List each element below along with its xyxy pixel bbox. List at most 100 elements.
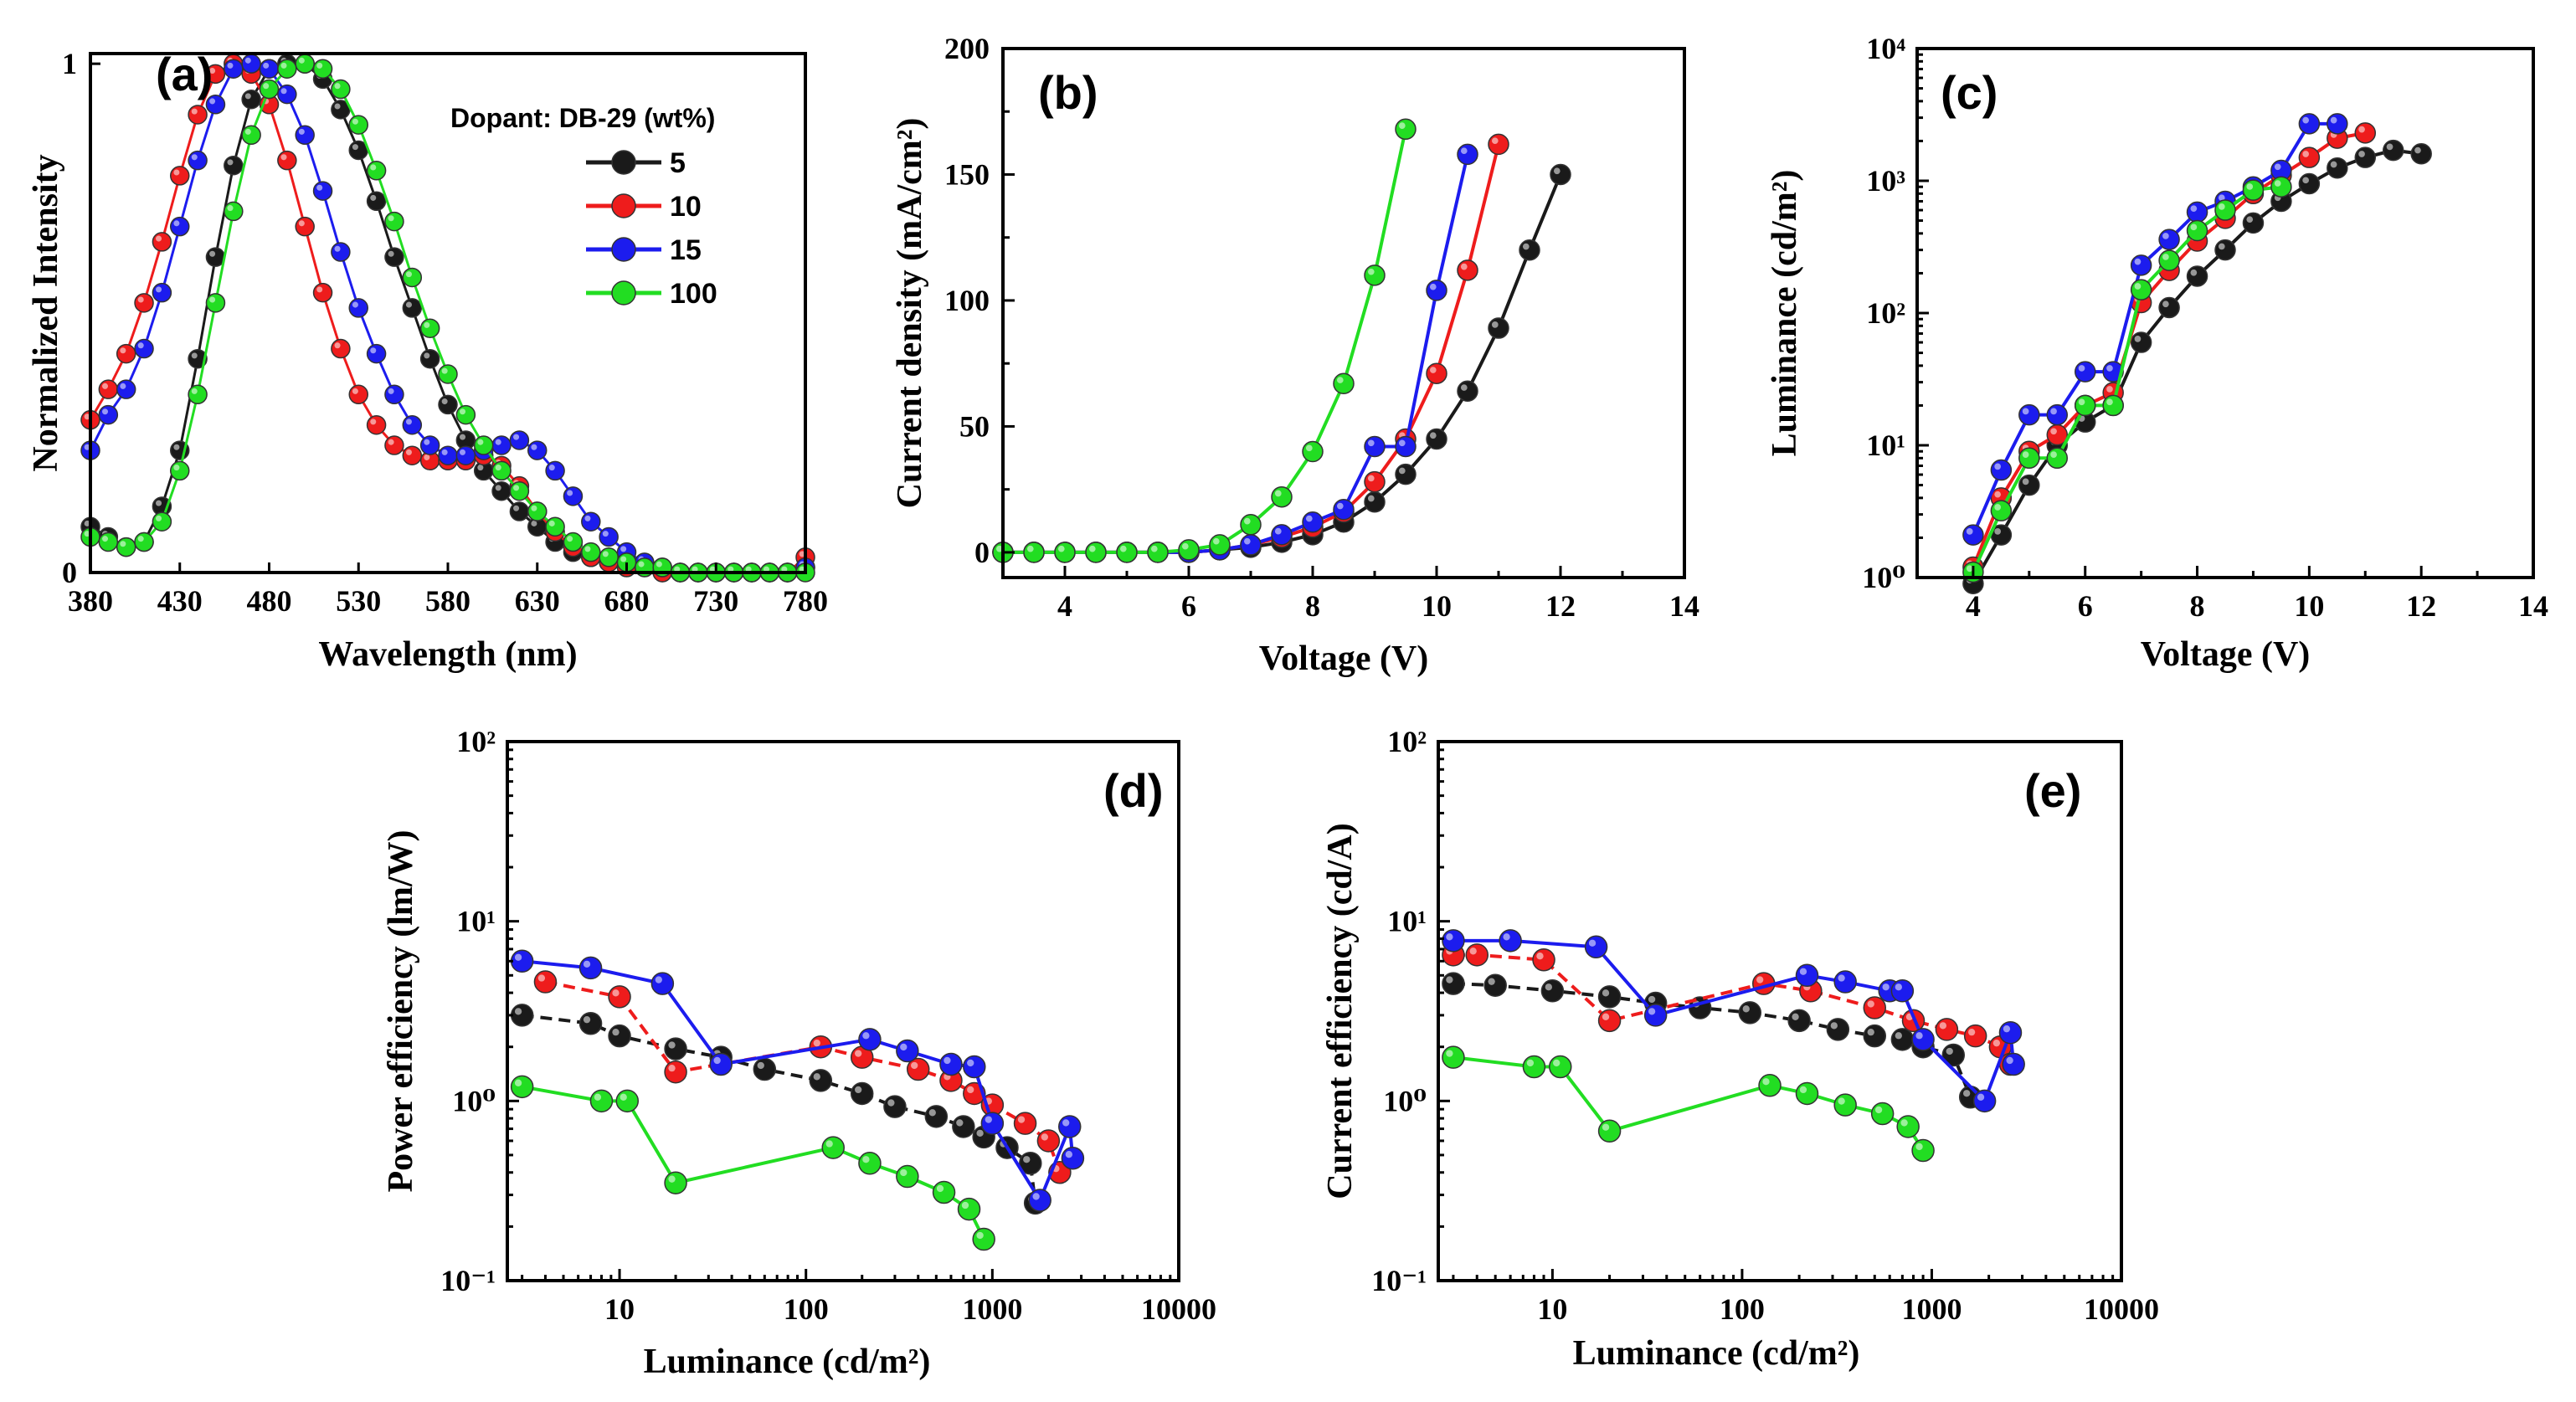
point-15-12 (1364, 435, 1386, 458)
point-highlight (1460, 384, 1468, 391)
point-10-12 (295, 216, 315, 237)
point-highlight (280, 154, 287, 161)
point-15-23 (491, 435, 512, 455)
point-5-14 (2354, 146, 2377, 168)
point-highlight (956, 1119, 964, 1127)
point-5-17 (384, 247, 404, 267)
y-tick-label: 10² (1866, 296, 1905, 330)
series-line-100 (522, 1085, 985, 1240)
point-highlight (137, 296, 144, 303)
point-highlight (537, 974, 546, 982)
point-10-4 (152, 232, 172, 252)
point-highlight (156, 515, 162, 521)
point-highlight (495, 439, 501, 445)
panel-d: 10 100 1000 10000 10⁻¹ 10⁰ 10¹ 10² (d) Luminanc… (382, 725, 1216, 1381)
point-highlight (1336, 502, 1344, 510)
point-5-18 (402, 298, 423, 318)
plot-b-series (992, 118, 1571, 563)
point-highlight (191, 154, 198, 161)
series-line-10 (89, 62, 806, 574)
legend-label-15: 15 (670, 234, 702, 266)
point-100-3 (1085, 542, 1107, 563)
point-highlight (2246, 216, 2254, 223)
point-highlight (405, 271, 412, 278)
point-highlight (2414, 146, 2421, 154)
point-highlight (1367, 495, 1375, 502)
point-highlight (936, 1184, 944, 1193)
point-100-27 (563, 532, 584, 552)
point-100-14 (331, 79, 351, 100)
point-15-0 (1442, 929, 1465, 953)
x-tick-label: 6 (1181, 589, 1196, 623)
y-tick-label: 1 (62, 47, 77, 80)
point-10-9 (1013, 1112, 1037, 1135)
point-highlight (120, 347, 126, 354)
point-100-0 (510, 1075, 534, 1099)
point-highlight (1946, 1047, 1953, 1055)
point-highlight (244, 93, 251, 100)
point-highlight (757, 1061, 764, 1070)
point-highlight (513, 434, 520, 440)
point-highlight (2358, 126, 2365, 133)
point-highlight (405, 419, 412, 425)
legend-marker-100 (611, 280, 636, 306)
point-5-6 (1738, 1001, 1762, 1025)
point-highlight (137, 536, 144, 542)
point-100-7 (932, 1180, 956, 1204)
point-highlight (1367, 475, 1375, 482)
point-15-3 (709, 1052, 733, 1076)
point-15-11 (2002, 1052, 2025, 1076)
point-100-4 (821, 1136, 845, 1159)
point-highlight (900, 1168, 908, 1177)
point-15-2 (2018, 403, 2040, 426)
point-highlight (928, 1109, 936, 1117)
point-100-7 (2158, 249, 2180, 271)
point-15-0 (510, 949, 534, 973)
point-highlight (2134, 336, 2142, 342)
point-highlight (1895, 1032, 1902, 1040)
point-highlight (352, 388, 358, 394)
point-100-9 (2214, 199, 2236, 221)
point-highlight (1994, 528, 2002, 535)
point-100-20 (438, 364, 458, 384)
point-highlight (459, 408, 466, 415)
point-highlight (1900, 1119, 1908, 1127)
point-highlight (2302, 151, 2310, 157)
point-highlight (441, 367, 448, 374)
point-15-7 (1890, 979, 1915, 1003)
point-5-9 (241, 89, 261, 110)
point-100-1 (1023, 542, 1045, 563)
point-100-10 (2242, 179, 2265, 201)
point-15-27 (563, 486, 584, 506)
point-15-29 (599, 526, 619, 547)
point-100-13 (1395, 118, 1417, 141)
plot-b-xlabel: Voltage (V) (1259, 639, 1429, 678)
point-100-5 (1147, 542, 1169, 563)
point-highlight (2218, 203, 2225, 210)
y-tick-label: 150 (944, 157, 990, 191)
point-15-6 (939, 1052, 963, 1076)
point-100-5 (170, 460, 190, 481)
point-highlight (799, 551, 805, 557)
point-highlight (1762, 1078, 1770, 1086)
point-10-16 (1488, 133, 1509, 156)
point-15-8 (2186, 201, 2208, 223)
point-15-14 (1426, 280, 1447, 301)
x-tick-label: 8 (1305, 589, 1320, 623)
plot-b-frame (1001, 47, 1686, 579)
point-15-1 (1499, 929, 1522, 953)
point-highlight (84, 413, 90, 420)
point-5-6 (2130, 331, 2152, 353)
plot-c-series (1962, 113, 2432, 594)
point-highlight (513, 485, 520, 491)
point-100-2 (1549, 1055, 1572, 1079)
point-15-4 (152, 282, 172, 303)
point-15-13 (1395, 435, 1417, 458)
plot-a-ticks: 380 430 480 530 580 630 680 730 780 0 1 (62, 47, 828, 618)
series-line-100 (1453, 1055, 1925, 1152)
point-highlight (405, 301, 412, 308)
point-5-7 (1787, 1009, 1811, 1033)
point-highlight (1967, 1028, 1976, 1036)
plot-c-ticks: 4 6 8 10 12 14 10⁰ 10¹ 10² 10³ 10⁴ (1862, 32, 2548, 623)
point-highlight (638, 561, 645, 567)
